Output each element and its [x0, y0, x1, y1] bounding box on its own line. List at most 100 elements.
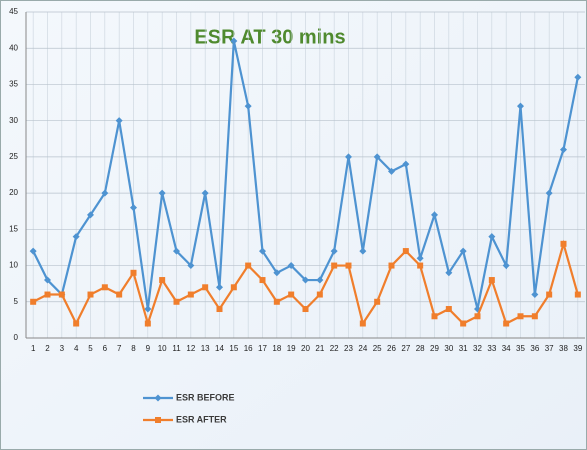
- point: [417, 262, 424, 269]
- point: [87, 211, 94, 219]
- point: [345, 153, 352, 161]
- x-tick-label: 27: [401, 344, 410, 353]
- point: [154, 394, 162, 402]
- point: [517, 313, 524, 320]
- point: [574, 73, 582, 81]
- point: [30, 298, 37, 305]
- point: [73, 320, 80, 327]
- point: [259, 277, 266, 284]
- point: [574, 291, 581, 298]
- y-tick-label: 40: [9, 43, 18, 52]
- x-tick-label: 29: [430, 344, 439, 353]
- x-tick-label: 35: [516, 344, 525, 353]
- y-tick-label: 20: [9, 188, 18, 197]
- point: [345, 262, 352, 269]
- x-tick-label: 3: [60, 344, 65, 353]
- point: [187, 262, 195, 270]
- point: [115, 117, 123, 125]
- point: [416, 254, 424, 262]
- x-tick-label: 25: [373, 344, 382, 353]
- x-tick-label: 39: [573, 344, 582, 353]
- x-tick-label: 4: [74, 344, 79, 353]
- x-tick-label: 14: [215, 344, 224, 353]
- point: [158, 189, 166, 197]
- point: [431, 313, 438, 320]
- x-tick-label: 24: [358, 344, 367, 353]
- point: [373, 153, 381, 161]
- x-tick-label: 5: [88, 344, 93, 353]
- x-tick-label: 17: [258, 344, 267, 353]
- point: [545, 189, 553, 197]
- point: [216, 306, 223, 313]
- point: [531, 313, 538, 320]
- x-tick-label: 2: [45, 344, 50, 353]
- point: [101, 284, 108, 291]
- point: [273, 298, 280, 305]
- point: [130, 204, 137, 212]
- legend-label: ESR BEFORE: [176, 392, 235, 402]
- point: [187, 291, 194, 298]
- chart-title: ESR AT 30 mins: [194, 26, 345, 48]
- x-tick-label: 32: [473, 344, 482, 353]
- x-tick-label: 20: [301, 344, 310, 353]
- point: [273, 269, 281, 277]
- point: [316, 276, 324, 284]
- x-tick-label: 11: [172, 344, 181, 353]
- x-tick-label: 9: [146, 344, 151, 353]
- point: [44, 291, 51, 298]
- point: [230, 284, 237, 291]
- point: [202, 284, 209, 291]
- point: [230, 37, 238, 45]
- point: [402, 248, 409, 255]
- point: [374, 298, 381, 305]
- y-tick-label: 25: [9, 152, 18, 161]
- point: [560, 240, 567, 247]
- point: [560, 146, 567, 154]
- point: [144, 320, 151, 327]
- point: [201, 189, 209, 197]
- y-tick-label: 35: [9, 80, 18, 89]
- point: [72, 233, 80, 241]
- point: [431, 211, 438, 219]
- x-tick-label: 28: [416, 344, 425, 353]
- point: [460, 320, 467, 327]
- x-tick-label: 21: [315, 344, 324, 353]
- point: [402, 160, 410, 168]
- x-tick-label: 18: [272, 344, 281, 353]
- point: [488, 233, 496, 241]
- point: [244, 102, 252, 110]
- point: [259, 247, 266, 255]
- point: [58, 291, 65, 298]
- legend-label: ESR AFTER: [176, 414, 227, 424]
- point: [302, 306, 309, 313]
- point: [474, 313, 481, 320]
- x-tick-label: 30: [444, 344, 453, 353]
- point: [288, 291, 295, 298]
- point: [503, 320, 510, 327]
- x-tick-label: 16: [244, 344, 253, 353]
- point: [130, 269, 137, 276]
- x-tick-label: 34: [502, 344, 511, 353]
- point: [245, 262, 252, 269]
- x-tick-label: 12: [186, 344, 195, 353]
- point: [388, 167, 395, 175]
- y-tick-label: 5: [14, 297, 19, 306]
- point: [29, 247, 37, 255]
- point: [87, 291, 94, 298]
- x-tick-label: 15: [229, 344, 238, 353]
- x-tick-label: 8: [131, 344, 136, 353]
- x-tick-label: 33: [487, 344, 496, 353]
- y-tick-label: 10: [9, 261, 18, 270]
- x-tick-label: 37: [545, 344, 554, 353]
- x-tick-label: 1: [31, 344, 36, 353]
- point: [388, 262, 395, 269]
- y-tick-label: 30: [9, 116, 18, 125]
- x-tick-label: 36: [530, 344, 539, 353]
- point: [44, 276, 51, 284]
- point: [144, 305, 152, 313]
- point: [546, 291, 553, 298]
- point: [116, 291, 123, 298]
- x-tick-label: 10: [158, 344, 167, 353]
